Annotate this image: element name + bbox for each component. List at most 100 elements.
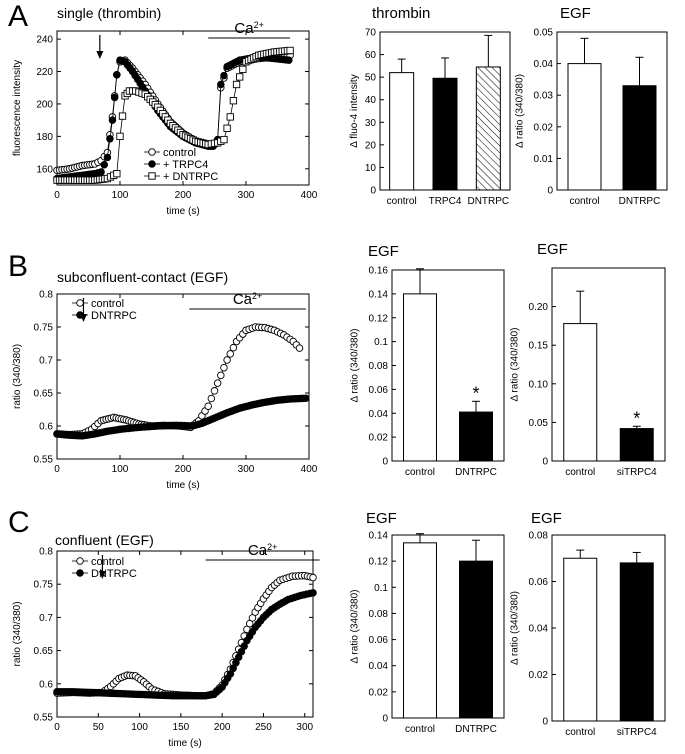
data-point xyxy=(239,65,247,74)
data-point xyxy=(110,93,119,102)
x-tick-label: 250 xyxy=(255,722,272,733)
y-tick-label: 0.14 xyxy=(369,531,389,542)
bar-chart-title: EGF xyxy=(531,510,562,527)
y-tick-label: 0.08 xyxy=(369,361,389,372)
y-tick-label: 0.02 xyxy=(369,433,389,444)
data-point xyxy=(217,80,225,89)
x-category-label: DNTRPC xyxy=(467,196,509,207)
x-category-label: DNTRPC xyxy=(455,724,497,735)
y-tick-label: 50 xyxy=(365,73,377,84)
bar-chart-A-1: thrombin 0 10 20 30 40 50 60 70 Δ fluo-4 intensit… xyxy=(349,5,511,207)
bar-dntrpc xyxy=(475,66,501,191)
y-tick-label: 0.04 xyxy=(369,661,389,672)
x-tick-label: 0 xyxy=(54,190,60,201)
y-tick-label: 0.1 xyxy=(374,583,388,594)
x-category-label: siTRPC4 xyxy=(617,467,657,478)
significance-star: * xyxy=(472,383,479,403)
x-category-label: control xyxy=(405,724,435,735)
y-tick-label: 0.20 xyxy=(529,302,549,313)
data-point xyxy=(309,573,317,582)
data-point xyxy=(217,371,225,380)
y-axis-label: Δ ratio (340/380) xyxy=(350,329,361,403)
legend-label: + DNTRPC xyxy=(163,171,218,183)
y-tick-label: 0.6 xyxy=(39,422,53,433)
y-tick-label: 240 xyxy=(36,35,53,46)
bar-chart-C-1: EGF 0 0.02 0.04 0.06 0.08 0.1 0.12 0.14 Δ ratio (… xyxy=(350,510,505,735)
panel-label-A: A xyxy=(8,0,28,33)
x-tick-label: 0 xyxy=(54,722,60,733)
data-point xyxy=(207,394,216,403)
data-point xyxy=(302,394,310,403)
legend: control+ TRPC4+ DNTRPC xyxy=(144,147,218,183)
calcium-label: Ca2+ xyxy=(234,20,263,37)
legend-label: DNTRPC xyxy=(91,568,137,580)
legend-marker xyxy=(148,160,156,168)
x-tick-label: 200 xyxy=(175,190,192,201)
x-category-label: control xyxy=(405,467,435,478)
x-tick-label: 400 xyxy=(301,464,318,475)
y-tick-label: 0.8 xyxy=(39,547,53,558)
y-tick-label: 0.14 xyxy=(369,289,389,300)
data-point xyxy=(220,71,228,80)
bar-chart-title: thrombin xyxy=(372,5,430,22)
legend-marker xyxy=(76,569,84,577)
y-tick-label: 0.04 xyxy=(534,59,554,70)
y-axis-label: Δ ratio (340/380) xyxy=(510,591,521,665)
y-tick-label: 220 xyxy=(36,67,53,78)
y-axis-label: Δ ratio (340/380) xyxy=(515,74,526,148)
y-tick-label: 0.1 xyxy=(374,337,388,348)
series-line xyxy=(56,575,314,697)
legend-label: + TRPC4 xyxy=(163,159,208,171)
data-point xyxy=(309,589,317,597)
data-point xyxy=(220,363,228,372)
data-point xyxy=(295,344,304,352)
line-chart-title: single (thrombin) xyxy=(57,5,161,21)
data-point xyxy=(106,135,114,143)
y-tick-label: 0.75 xyxy=(34,580,54,591)
data-point xyxy=(226,113,234,121)
data-point xyxy=(113,71,121,79)
x-axis-label: time (s) xyxy=(166,206,199,217)
y-tick-label: 0.02 xyxy=(369,687,389,698)
x-tick-label: 200 xyxy=(175,464,192,475)
bar-dntrpc xyxy=(459,411,493,462)
data-point xyxy=(236,73,244,81)
x-tick-label: 300 xyxy=(296,722,313,733)
y-tick-label: 0.15 xyxy=(529,341,549,352)
x-axis-label: time (s) xyxy=(166,480,199,491)
y-tick-label: 0.16 xyxy=(369,266,389,277)
plot-frame xyxy=(56,550,314,718)
y-tick-label: 0 xyxy=(382,714,388,725)
stimulus-arrow-head xyxy=(98,571,106,579)
series-line xyxy=(56,326,300,435)
x-tick-label: 100 xyxy=(131,722,148,733)
y-axis-label: ratio (340/380) xyxy=(12,601,23,666)
bar-chart-A-2: EGF 0 0.01 0.02 0.03 0.04 0.05 Δ ratio (340/380… xyxy=(515,5,668,207)
plot-frame xyxy=(391,534,505,719)
y-tick-label: 0 xyxy=(382,457,388,468)
data-point xyxy=(229,97,238,105)
data-point xyxy=(116,132,124,141)
legend-marker xyxy=(76,299,84,307)
x-category-label: siTRPC4 xyxy=(617,727,657,738)
y-tick-label: 0.55 xyxy=(34,713,54,724)
data-point xyxy=(100,160,108,169)
y-tick-label: 0.04 xyxy=(529,624,549,635)
data-point xyxy=(229,343,238,352)
y-tick-label: 0.02 xyxy=(534,122,554,133)
data-point xyxy=(108,116,117,124)
y-tick-label: 0.01 xyxy=(534,154,554,165)
y-tick-label: 0 xyxy=(547,186,553,197)
calcium-label: Ca2+ xyxy=(248,542,277,559)
bar-chart-C-2: EGF 0 0.02 0.04 0.06 0.08 Δ ratio (340/380) con… xyxy=(510,510,666,738)
data-point xyxy=(285,56,293,64)
plot-frame xyxy=(551,267,666,462)
y-tick-label: 0.05 xyxy=(529,418,549,429)
panel-label-B: B xyxy=(8,250,28,283)
x-category-label: DNTRPC xyxy=(619,196,661,207)
data-point xyxy=(220,135,228,144)
y-tick-label: 20 xyxy=(365,140,377,151)
y-axis-label: ratio (340/380) xyxy=(12,344,23,409)
y-tick-label: 0.7 xyxy=(39,356,53,367)
